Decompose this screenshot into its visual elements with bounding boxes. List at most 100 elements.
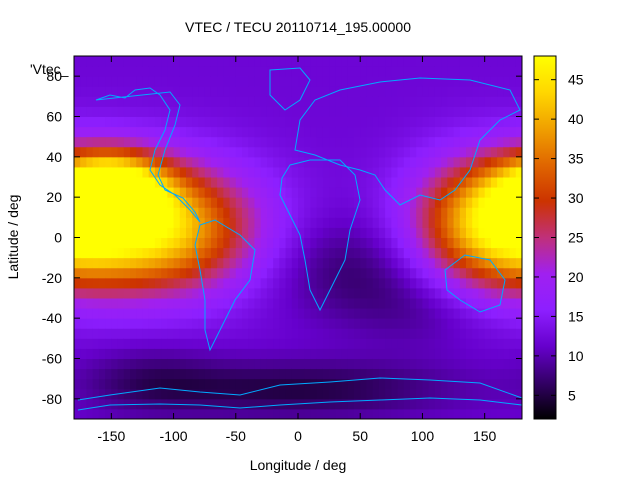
heatmap-cell — [167, 308, 175, 319]
heatmap-cell — [130, 348, 137, 359]
heatmap-cell — [242, 197, 249, 208]
heatmap-cell — [260, 177, 268, 188]
heatmap-cell — [503, 96, 511, 107]
heatmap-cell — [316, 136, 324, 148]
heatmap-cell — [279, 328, 287, 339]
heatmap-cell — [459, 267, 467, 279]
heatmap-cell — [179, 358, 187, 370]
heatmap-cell — [459, 166, 467, 178]
heatmap-cell — [136, 136, 143, 148]
heatmap-cell — [316, 187, 324, 198]
heatmap-cell — [378, 237, 386, 249]
heatmap-cell — [509, 177, 517, 188]
heatmap-cell — [260, 298, 268, 309]
heatmap-cell — [117, 207, 125, 218]
heatmap-cell — [285, 378, 293, 390]
heatmap-cell — [478, 237, 486, 249]
heatmap-cell — [273, 388, 280, 400]
heatmap-cell — [254, 187, 262, 198]
heatmap-cell — [366, 408, 374, 420]
heatmap-cell — [366, 136, 374, 148]
heatmap-cell — [80, 237, 87, 249]
heatmap-cell — [341, 328, 349, 339]
heatmap-cell — [366, 217, 374, 228]
heatmap-cell — [503, 76, 511, 87]
heatmap-cell — [229, 328, 237, 339]
heatmap-cell — [266, 267, 274, 279]
heatmap-cell — [484, 378, 492, 390]
heatmap-cell — [472, 106, 479, 117]
heatmap-cell — [304, 166, 311, 178]
heatmap-cell — [322, 348, 330, 359]
heatmap-cell — [92, 368, 100, 380]
heatmap-cell — [422, 257, 430, 269]
heatmap-cell — [291, 277, 299, 289]
heatmap-cell — [242, 257, 249, 269]
heatmap-cell — [123, 56, 131, 67]
heatmap-cell — [86, 257, 94, 269]
heatmap-cell — [304, 298, 311, 309]
heatmap-cell — [304, 96, 311, 107]
heatmap-cell — [266, 237, 274, 249]
heatmap-cell — [497, 247, 504, 259]
heatmap-cell — [266, 398, 274, 410]
heatmap-cell — [130, 187, 137, 198]
heatmap-cell — [192, 308, 199, 319]
heatmap-cell — [322, 378, 330, 390]
heatmap-cell — [217, 76, 224, 87]
heatmap-cell — [148, 368, 156, 380]
heatmap-cell — [167, 66, 175, 77]
heatmap-cell — [279, 96, 287, 107]
heatmap-cell — [354, 318, 361, 329]
heatmap-cell — [385, 177, 392, 188]
heatmap-cell — [279, 408, 287, 420]
heatmap-cell — [515, 56, 523, 67]
heatmap-cell — [117, 76, 125, 87]
heatmap-cell — [354, 257, 361, 269]
heatmap-cell — [285, 227, 293, 238]
heatmap-cell — [117, 156, 125, 168]
heatmap-cell — [248, 338, 255, 349]
heatmap-cell — [453, 257, 461, 269]
heatmap-cell — [372, 267, 380, 279]
heatmap-cell — [248, 197, 255, 208]
heatmap-cell — [503, 318, 511, 329]
heatmap-cell — [154, 116, 162, 128]
heatmap-cell — [372, 146, 380, 158]
heatmap-cell — [310, 378, 318, 390]
heatmap-cell — [210, 86, 218, 97]
heatmap-cell — [428, 358, 436, 370]
heatmap-cell — [80, 126, 87, 138]
heatmap-cell — [422, 187, 430, 198]
heatmap-cell — [447, 86, 455, 97]
heatmap-cell — [372, 116, 380, 128]
heatmap-cell — [490, 348, 498, 359]
heatmap-cell — [291, 298, 299, 309]
heatmap-cell — [490, 298, 498, 309]
heatmap-cell — [304, 227, 311, 238]
heatmap-cell — [235, 378, 243, 390]
heatmap-cell — [490, 66, 498, 77]
heatmap-cell — [366, 368, 374, 380]
heatmap-cell — [154, 257, 162, 269]
heatmap-cell — [254, 388, 262, 400]
heatmap-cell — [279, 318, 287, 329]
heatmap-cell — [217, 166, 224, 178]
heatmap-cell — [136, 116, 143, 128]
heatmap-cell — [403, 187, 411, 198]
heatmap-cell — [490, 247, 498, 259]
heatmap-cell — [223, 257, 231, 269]
heatmap-cell — [80, 56, 87, 67]
heatmap-cell — [223, 187, 231, 198]
heatmap-cell — [74, 328, 81, 339]
heatmap-cell — [509, 227, 517, 238]
heatmap-cell — [385, 66, 392, 77]
heatmap-cell — [98, 76, 106, 87]
heatmap-cell — [397, 166, 405, 178]
heatmap-cell — [111, 217, 119, 228]
heatmap-cell — [192, 318, 199, 329]
heatmap-cell — [503, 408, 511, 420]
heatmap-cell — [217, 348, 224, 359]
heatmap-cell — [192, 96, 199, 107]
heatmap-cell — [254, 86, 262, 97]
